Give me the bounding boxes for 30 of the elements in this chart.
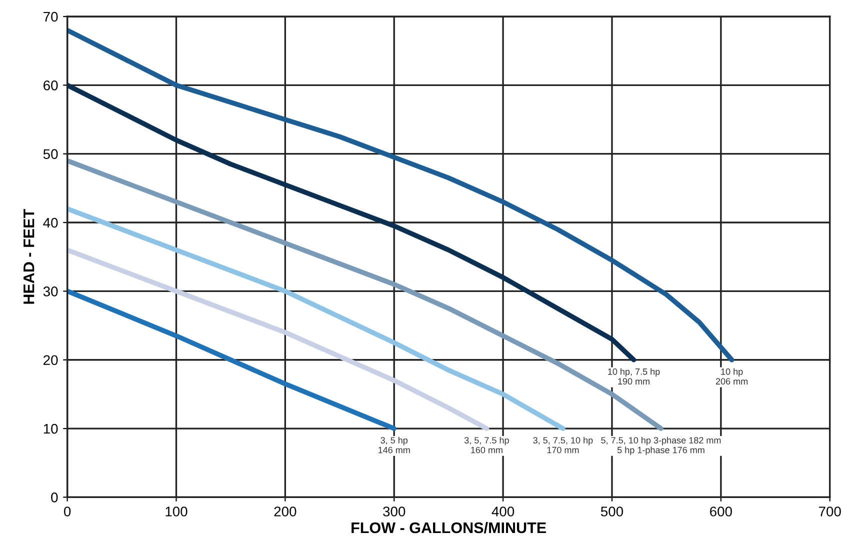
series-label: 3, 5 hp 146 mm	[378, 436, 410, 454]
series-label: 5, 7.5, 10 hp 3-phase 182 mm 5 hp 1-phase 176 mm	[601, 436, 721, 455]
y-axis-title: HEAD - FEET	[24, 209, 34, 304]
y-tick-label: 20	[44, 355, 58, 366]
y-tick-label: 70	[44, 12, 58, 22]
x-tick-label: 400	[492, 506, 514, 516]
x-tick-label: 300	[383, 506, 406, 516]
line-series	[67, 82, 636, 362]
x-tick-label: 700	[818, 506, 841, 516]
x-tick-label: 100	[166, 506, 188, 516]
series-label: 3, 5, 7.5, 10 hp 170 mm	[533, 436, 593, 454]
y-tick-label: 60	[44, 80, 58, 90]
x-tick-label: 200	[274, 506, 296, 516]
y-tick-label: 40	[43, 218, 58, 228]
x-tick-label: 500	[600, 506, 624, 516]
x-tick-label: 0	[64, 506, 71, 516]
series-label: 3, 5, 7.5 hp 160 mm	[464, 436, 509, 454]
y-tick-label: 50	[43, 149, 58, 160]
line-series	[67, 28, 734, 362]
line-series	[67, 288, 397, 431]
y-tick-label: 30	[43, 286, 58, 296]
line-series	[67, 206, 566, 431]
x-tick-label: 600	[710, 506, 732, 516]
y-tick-label: 10	[44, 424, 58, 434]
y-tick-label: 0	[51, 492, 58, 502]
series-label: 10 hp, 7.5 hp 190 mm	[608, 368, 660, 385]
line-series	[67, 248, 490, 431]
x-axis-title: FLOW - GALLONS/MINUTE	[352, 522, 546, 534]
line-series	[67, 158, 664, 431]
series-label: 10 hp 206 mm	[716, 368, 748, 385]
